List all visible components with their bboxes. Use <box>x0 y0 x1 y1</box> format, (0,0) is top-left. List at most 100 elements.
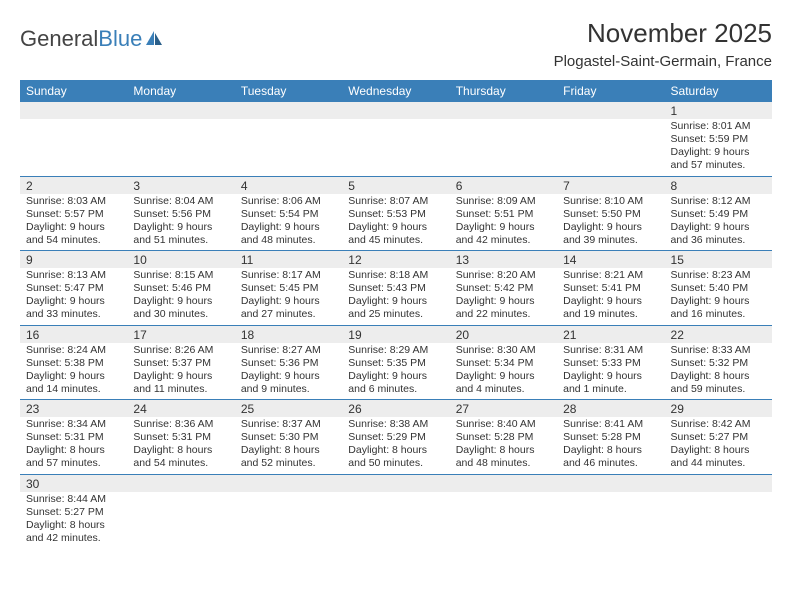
day-number-bar: . <box>127 102 234 119</box>
day-number: 26 <box>342 400 449 417</box>
day-cell: 1Sunrise: 8:01 AMSunset: 5:59 PMDaylight… <box>665 102 772 176</box>
day-number-bar: 26 <box>342 400 449 417</box>
day-number-bar: 9 <box>20 251 127 268</box>
day-number: 8 <box>665 177 772 194</box>
logo-text-2: Blue <box>98 26 142 52</box>
day-number: 10 <box>127 251 234 268</box>
day-number-bar: 11 <box>235 251 342 268</box>
day-number: 1 <box>665 102 772 119</box>
day-number: 17 <box>127 326 234 343</box>
day-number: 2 <box>20 177 127 194</box>
day-cell: . <box>20 102 127 176</box>
day-header: Tuesday <box>235 80 342 102</box>
day-cell: . <box>450 102 557 176</box>
day-number: 24 <box>127 400 234 417</box>
day-cell: 22Sunrise: 8:33 AMSunset: 5:32 PMDayligh… <box>665 325 772 400</box>
day-number-bar: 3 <box>127 177 234 194</box>
day-cell: . <box>342 474 449 548</box>
day-cell: . <box>127 474 234 548</box>
day-number-bar: 29 <box>665 400 772 417</box>
day-cell: . <box>235 102 342 176</box>
day-info: Sunrise: 8:17 AMSunset: 5:45 PMDaylight:… <box>235 268 342 325</box>
day-number-bar: . <box>342 475 449 492</box>
day-info: Sunrise: 8:06 AMSunset: 5:54 PMDaylight:… <box>235 194 342 251</box>
week-row: 2Sunrise: 8:03 AMSunset: 5:57 PMDaylight… <box>20 176 772 251</box>
day-number-bar: . <box>342 102 449 119</box>
day-info: Sunrise: 8:37 AMSunset: 5:30 PMDaylight:… <box>235 417 342 474</box>
day-number-bar: . <box>450 102 557 119</box>
day-number-bar: 1 <box>665 102 772 119</box>
day-info: Sunrise: 8:27 AMSunset: 5:36 PMDaylight:… <box>235 343 342 400</box>
day-number-bar: . <box>235 475 342 492</box>
day-number-bar: 7 <box>557 177 664 194</box>
day-cell: . <box>557 474 664 548</box>
day-number: 27 <box>450 400 557 417</box>
day-number-bar: 15 <box>665 251 772 268</box>
day-number-bar: . <box>127 475 234 492</box>
day-cell: . <box>665 474 772 548</box>
day-number: 16 <box>20 326 127 343</box>
day-number-bar: . <box>20 102 127 119</box>
day-cell: 23Sunrise: 8:34 AMSunset: 5:31 PMDayligh… <box>20 400 127 475</box>
day-number-bar: 25 <box>235 400 342 417</box>
day-number: 25 <box>235 400 342 417</box>
day-cell: 27Sunrise: 8:40 AMSunset: 5:28 PMDayligh… <box>450 400 557 475</box>
day-number-bar: . <box>235 102 342 119</box>
calendar-body: . . . . . . 1Sunrise: 8:01 AMSunset: 5:5… <box>20 102 772 548</box>
day-info: Sunrise: 8:30 AMSunset: 5:34 PMDaylight:… <box>450 343 557 400</box>
day-number-bar: 12 <box>342 251 449 268</box>
day-number-bar: 19 <box>342 326 449 343</box>
header-right: November 2025 Plogastel-Saint-Germain, F… <box>554 18 772 72</box>
day-number-bar: 21 <box>557 326 664 343</box>
day-info: Sunrise: 8:40 AMSunset: 5:28 PMDaylight:… <box>450 417 557 474</box>
day-number-bar: 16 <box>20 326 127 343</box>
day-number-bar: 17 <box>127 326 234 343</box>
day-number: 4 <box>235 177 342 194</box>
day-cell: 26Sunrise: 8:38 AMSunset: 5:29 PMDayligh… <box>342 400 449 475</box>
day-header: Wednesday <box>342 80 449 102</box>
day-cell: 16Sunrise: 8:24 AMSunset: 5:38 PMDayligh… <box>20 325 127 400</box>
day-header: Saturday <box>665 80 772 102</box>
day-info: Sunrise: 8:13 AMSunset: 5:47 PMDaylight:… <box>20 268 127 325</box>
day-number-bar: 20 <box>450 326 557 343</box>
day-cell: 29Sunrise: 8:42 AMSunset: 5:27 PMDayligh… <box>665 400 772 475</box>
day-number-bar: 23 <box>20 400 127 417</box>
day-number: 3 <box>127 177 234 194</box>
day-number: 12 <box>342 251 449 268</box>
day-info: Sunrise: 8:31 AMSunset: 5:33 PMDaylight:… <box>557 343 664 400</box>
day-number: 23 <box>20 400 127 417</box>
day-info: Sunrise: 8:34 AMSunset: 5:31 PMDaylight:… <box>20 417 127 474</box>
month-title: November 2025 <box>554 18 772 49</box>
day-number-bar: . <box>557 475 664 492</box>
day-number: 15 <box>665 251 772 268</box>
day-number: 21 <box>557 326 664 343</box>
day-cell: . <box>235 474 342 548</box>
week-row: 23Sunrise: 8:34 AMSunset: 5:31 PMDayligh… <box>20 400 772 475</box>
day-cell: 4Sunrise: 8:06 AMSunset: 5:54 PMDaylight… <box>235 176 342 251</box>
day-cell: 30Sunrise: 8:44 AMSunset: 5:27 PMDayligh… <box>20 474 127 548</box>
day-info: Sunrise: 8:33 AMSunset: 5:32 PMDaylight:… <box>665 343 772 400</box>
day-info: Sunrise: 8:18 AMSunset: 5:43 PMDaylight:… <box>342 268 449 325</box>
day-number-bar: . <box>557 102 664 119</box>
day-number-bar: 14 <box>557 251 664 268</box>
day-cell: 7Sunrise: 8:10 AMSunset: 5:50 PMDaylight… <box>557 176 664 251</box>
day-number: 18 <box>235 326 342 343</box>
location-label: Plogastel-Saint-Germain, France <box>554 53 772 70</box>
day-number: 22 <box>665 326 772 343</box>
day-info: Sunrise: 8:26 AMSunset: 5:37 PMDaylight:… <box>127 343 234 400</box>
day-number: 7 <box>557 177 664 194</box>
week-row: . . . . . . 1Sunrise: 8:01 AMSunset: 5:5… <box>20 102 772 176</box>
brand-logo: GeneralBlue <box>20 26 164 52</box>
day-cell: 9Sunrise: 8:13 AMSunset: 5:47 PMDaylight… <box>20 251 127 326</box>
day-number-bar: . <box>450 475 557 492</box>
day-number: 14 <box>557 251 664 268</box>
day-number: 28 <box>557 400 664 417</box>
day-info: Sunrise: 8:01 AMSunset: 5:59 PMDaylight:… <box>665 119 772 176</box>
day-info: Sunrise: 8:21 AMSunset: 5:41 PMDaylight:… <box>557 268 664 325</box>
day-number-bar: 22 <box>665 326 772 343</box>
day-number: 11 <box>235 251 342 268</box>
day-number: 20 <box>450 326 557 343</box>
day-cell: 11Sunrise: 8:17 AMSunset: 5:45 PMDayligh… <box>235 251 342 326</box>
day-cell: 18Sunrise: 8:27 AMSunset: 5:36 PMDayligh… <box>235 325 342 400</box>
day-number-bar: 18 <box>235 326 342 343</box>
